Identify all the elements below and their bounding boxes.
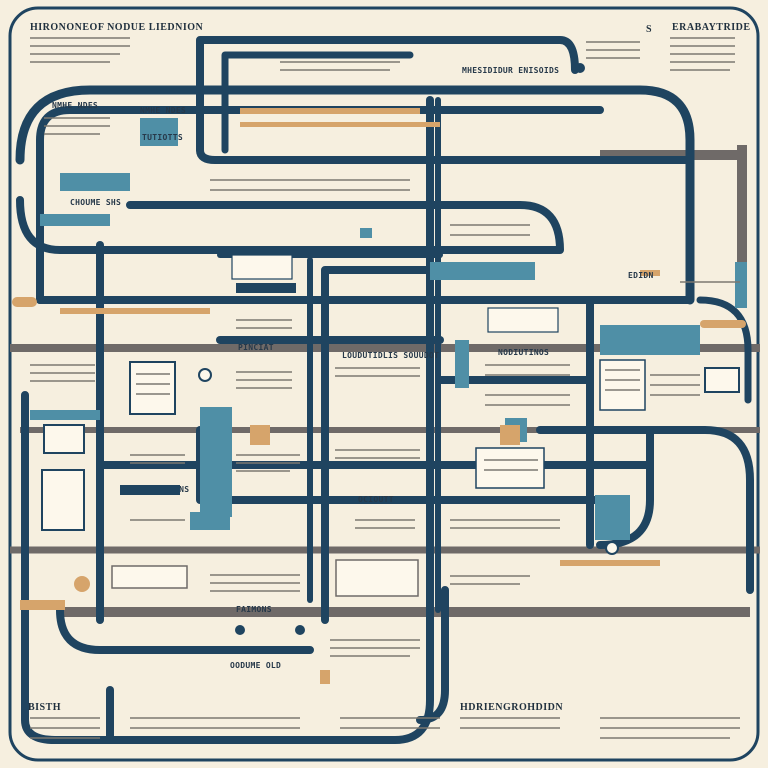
bottom-right-title: HDRIENGROHDIDN xyxy=(460,702,563,713)
grey-bands xyxy=(10,145,760,617)
bottom-center-sign: OODUME OLD xyxy=(230,661,281,670)
lower-right-sign: PINCIAT xyxy=(238,343,274,352)
cyan-sign: CHOUME SHS xyxy=(70,198,121,207)
right-panel-header: NODIUTINOS xyxy=(498,348,549,357)
big-s-glyph: S xyxy=(646,24,652,35)
teal-components xyxy=(30,118,747,540)
valves xyxy=(120,63,619,635)
center-header: LOUDUTIDLIS SOUUDOT xyxy=(342,351,439,360)
card-panels xyxy=(41,254,740,597)
top-right-title: ERABAYTRIDE xyxy=(672,22,750,33)
center-base-sign: FAIMONS xyxy=(236,605,272,614)
left-block-title: NMHE NDES xyxy=(52,101,98,110)
text-lines xyxy=(30,37,740,739)
tan-components xyxy=(12,108,746,684)
top-mid-title: MHESIDIDUR ENISOIDS xyxy=(462,66,559,75)
right-sign: EDIDN xyxy=(628,271,654,280)
left-block-sub: NMHE NDES xyxy=(140,106,186,115)
bottom-left-title: BISTH xyxy=(28,702,61,713)
mid-block-title: TUTIOTTS xyxy=(142,133,183,142)
outer-frame xyxy=(8,6,760,762)
lower-mid-sign: OCIOUTT xyxy=(358,495,394,504)
navy-pipe-network xyxy=(15,36,754,744)
main-title: HIRONONEOF NODUE LIEDNION xyxy=(30,22,204,33)
